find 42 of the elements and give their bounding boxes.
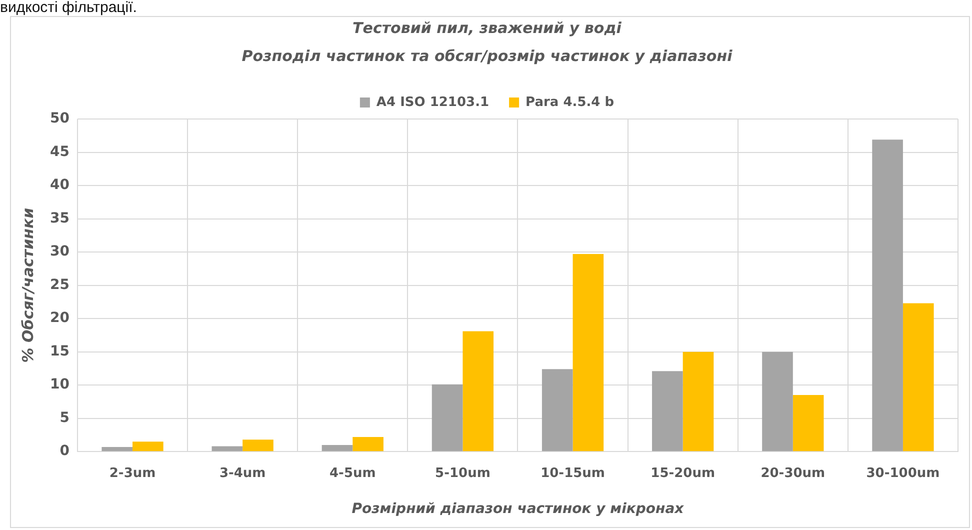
x-tick-label: 4-5um bbox=[329, 466, 376, 481]
bar bbox=[132, 442, 164, 452]
chart-title: Тестовий пил, зважений у воді bbox=[352, 18, 622, 37]
bar bbox=[322, 444, 353, 452]
legend-label: A4 ISO 12103.1 bbox=[376, 94, 490, 110]
x-tick-label: 2-3um bbox=[109, 466, 156, 481]
y-axis-title: % Обсяг/частинки bbox=[18, 207, 37, 363]
y-tick-label: 15 bbox=[50, 343, 70, 360]
x-tick-label: 30-100um bbox=[866, 466, 940, 481]
bar bbox=[462, 331, 494, 452]
bar bbox=[762, 352, 793, 452]
x-tick-label: 20-30um bbox=[760, 466, 826, 481]
y-tick-label: 45 bbox=[50, 144, 70, 160]
y-tick-label: 10 bbox=[50, 376, 70, 393]
x-tick-label: 15-20um bbox=[650, 466, 716, 481]
x-tick-label: 10-15um bbox=[540, 466, 605, 481]
bar bbox=[872, 140, 903, 452]
text: видкості фільтрації. bbox=[0, 0, 137, 16]
y-tick-label: 0 bbox=[60, 443, 70, 460]
chart-subtitle: Розподіл частинок та обсяг/розмір частинок у діапазоні bbox=[242, 46, 734, 65]
bar bbox=[432, 384, 463, 452]
x-tick-label: 3-4um bbox=[219, 466, 266, 481]
bar bbox=[212, 446, 243, 452]
bar bbox=[352, 436, 384, 452]
y-tick-label: 40 bbox=[50, 177, 70, 194]
bar bbox=[792, 395, 824, 452]
x-axis-title: Розмірний діапазон частинок у мікронах bbox=[352, 501, 685, 518]
bar bbox=[572, 254, 604, 452]
bar bbox=[652, 371, 683, 452]
y-tick-label: 25 bbox=[50, 276, 70, 293]
bar bbox=[542, 369, 573, 452]
bar bbox=[902, 303, 934, 452]
legend-label: Para 4.5.4 b bbox=[526, 94, 614, 110]
y-tick-label: 35 bbox=[50, 210, 70, 226]
x-tick-label: 5-10um bbox=[435, 466, 490, 481]
bar bbox=[682, 352, 714, 452]
bar bbox=[102, 446, 133, 452]
bar bbox=[242, 440, 274, 452]
y-tick-label: 5 bbox=[60, 410, 70, 426]
y-tick-label: 30 bbox=[50, 244, 70, 260]
y-tick-label: 20 bbox=[50, 310, 70, 326]
y-tick-label: 50 bbox=[50, 110, 70, 127]
